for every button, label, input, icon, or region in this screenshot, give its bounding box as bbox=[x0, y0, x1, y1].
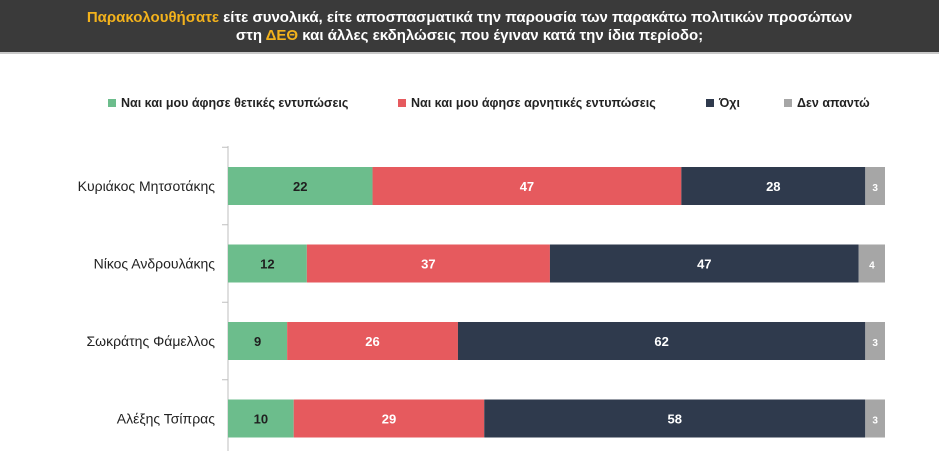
data-label: 3 bbox=[872, 338, 878, 349]
legend-label-no-answer: Δεν απαντώ bbox=[797, 96, 870, 110]
bar-segment bbox=[228, 322, 288, 360]
bar-segment bbox=[287, 322, 458, 360]
legend-label-positive: Ναι και μου άφησε θετικές εντυπώσεις bbox=[121, 96, 349, 110]
category-label: Νίκος Ανδρουλάκης bbox=[94, 256, 216, 272]
legend-item-no-answer: Δεν απαντώ bbox=[784, 96, 870, 110]
question-header: Παρακολουθήσατε είτε συνολικά, είτε αποσ… bbox=[0, 0, 939, 54]
data-label: 29 bbox=[382, 412, 396, 427]
question-text-2b: και άλλες εκδηλώσεις που έγιναν κατά την… bbox=[298, 27, 704, 44]
data-label: 62 bbox=[654, 334, 668, 349]
data-label: 10 bbox=[254, 412, 268, 427]
data-label: 58 bbox=[668, 412, 682, 427]
legend-item-no: Όχι bbox=[706, 96, 740, 110]
data-label: 22 bbox=[293, 179, 307, 194]
category-label: Κυριάκος Μητσοτάκης bbox=[78, 178, 216, 194]
data-label: 37 bbox=[421, 257, 435, 272]
bar-segment bbox=[372, 167, 682, 205]
data-label: 3 bbox=[872, 183, 878, 194]
data-label: 28 bbox=[766, 179, 780, 194]
bar-segment bbox=[865, 167, 885, 205]
category-label: Αλέξης Τσίπρας bbox=[117, 411, 215, 427]
legend-label-negative: Ναι και μου άφησε αρνητικές εντυπώσεις bbox=[411, 96, 656, 110]
question-text-1: είτε συνολικά, είτε αποσπασματικά την πα… bbox=[219, 9, 853, 26]
bar-segment bbox=[484, 399, 866, 438]
bar-segment bbox=[858, 244, 885, 283]
data-label: 47 bbox=[520, 179, 534, 194]
bar-segment bbox=[228, 244, 307, 283]
legend-swatch-no-answer bbox=[784, 99, 792, 107]
legend-label-no: Όχι bbox=[719, 96, 740, 110]
bar-segment bbox=[306, 244, 550, 283]
data-label: 9 bbox=[254, 334, 261, 349]
chart-legend: Ναι και μου άφησε θετικές εντυπώσεις Ναι… bbox=[0, 96, 939, 116]
question-highlight-1: Παρακολουθήσατε bbox=[86, 9, 220, 26]
data-label: 47 bbox=[697, 257, 711, 272]
bar-segment bbox=[681, 167, 866, 205]
data-label: 26 bbox=[365, 334, 379, 349]
question-highlight-2: ΔΕΘ bbox=[265, 27, 299, 44]
bar-segment bbox=[865, 322, 885, 360]
bar-segment bbox=[865, 399, 885, 438]
data-label: 3 bbox=[872, 416, 878, 427]
legend-swatch-no bbox=[706, 99, 714, 107]
category-label: Σωκράτης Φάμελλος bbox=[87, 333, 216, 349]
bar-segment bbox=[293, 399, 485, 438]
data-label: 4 bbox=[869, 261, 875, 272]
legend-item-negative: Ναι και μου άφησε αρνητικές εντυπώσεις bbox=[398, 96, 656, 110]
legend-swatch-negative bbox=[398, 99, 406, 107]
legend-item-positive: Ναι και μου άφησε θετικές εντυπώσεις bbox=[108, 96, 348, 110]
data-label: 12 bbox=[260, 257, 274, 272]
question-line-2: στη ΔΕΘ και άλλες εκδηλώσεις που έγιναν … bbox=[0, 27, 939, 45]
question-line-1: Παρακολουθήσατε είτε συνολικά, είτε αποσ… bbox=[0, 9, 939, 27]
bar-segment bbox=[228, 167, 373, 205]
bar-segment bbox=[549, 244, 859, 283]
legend-swatch-positive bbox=[108, 99, 116, 107]
question-text-2a: στη bbox=[235, 27, 266, 44]
stacked-bar-chart: Κυριάκος Μητσοτάκης 22 47 28 3 Νίκος Ανδρουλά… bbox=[78, 146, 885, 451]
bar-segment bbox=[228, 399, 294, 438]
bar-segment bbox=[457, 322, 866, 360]
